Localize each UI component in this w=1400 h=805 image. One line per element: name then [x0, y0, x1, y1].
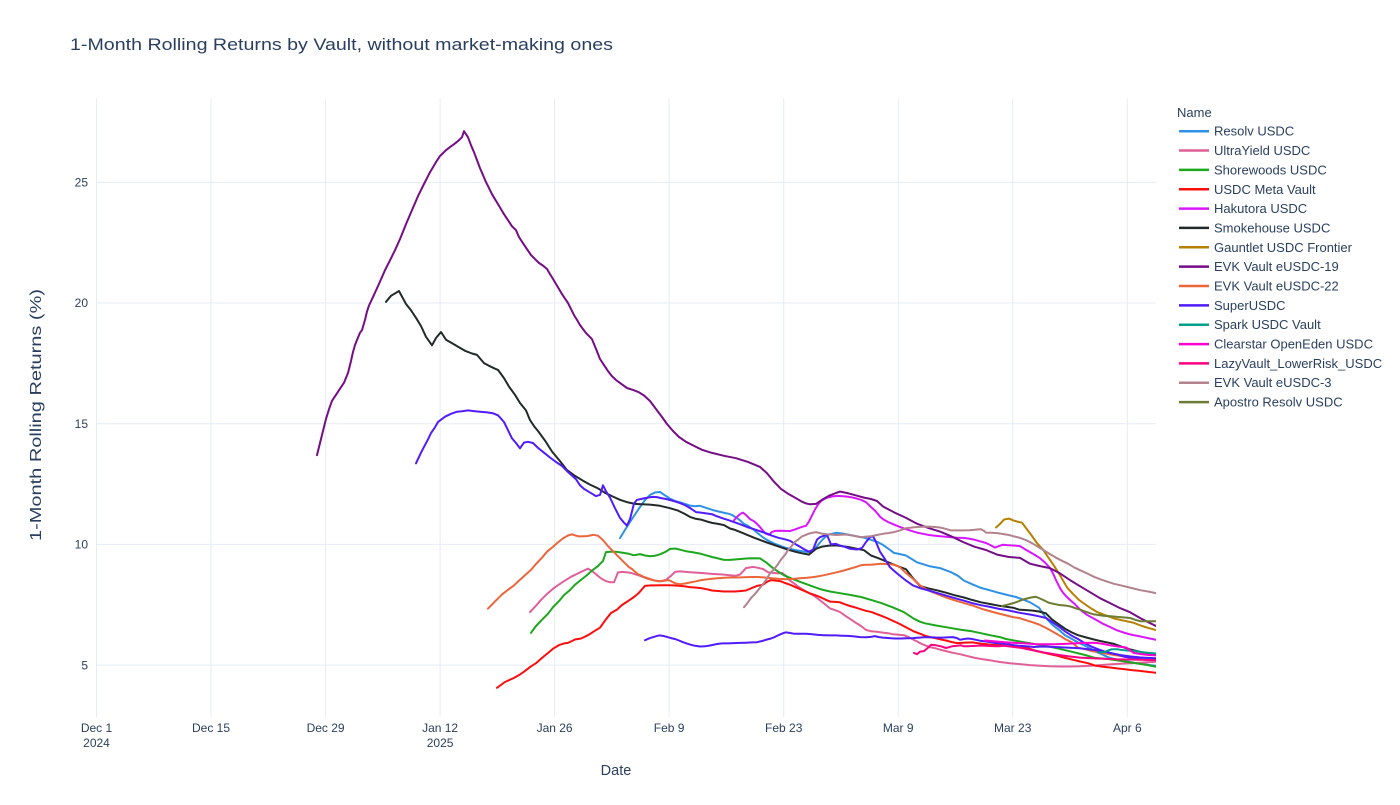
- svg-text:LazyVault_LowerRisk_USDC: LazyVault_LowerRisk_USDC: [1214, 356, 1382, 371]
- svg-text:Feb 9: Feb 9: [654, 721, 685, 735]
- svg-text:Feb 23: Feb 23: [765, 721, 803, 735]
- svg-text:Apr 6: Apr 6: [1113, 721, 1142, 735]
- svg-text:1-Month Rolling Returns (%): 1-Month Rolling Returns (%): [28, 289, 45, 541]
- svg-text:15: 15: [75, 417, 89, 431]
- svg-text:Smokehouse USDC: Smokehouse USDC: [1214, 220, 1330, 235]
- svg-text:Hakutora USDC: Hakutora USDC: [1214, 201, 1307, 216]
- svg-text:USDC Meta Vault: USDC Meta Vault: [1214, 182, 1316, 197]
- svg-text:EVK Vault eUSDC-3: EVK Vault eUSDC-3: [1214, 375, 1332, 390]
- svg-text:Mar 23: Mar 23: [994, 721, 1032, 735]
- svg-text:Spark USDC Vault: Spark USDC Vault: [1214, 317, 1321, 332]
- svg-text:Clearstar OpenEden USDC: Clearstar OpenEden USDC: [1214, 337, 1373, 352]
- svg-text:Shorewoods USDC: Shorewoods USDC: [1214, 162, 1327, 177]
- svg-text:1-Month Rolling Returns by Vau: 1-Month Rolling Returns by Vault, withou…: [70, 35, 613, 54]
- svg-text:2024: 2024: [83, 736, 110, 750]
- svg-text:Dec 15: Dec 15: [192, 721, 230, 735]
- svg-text:20: 20: [75, 296, 89, 310]
- svg-text:2025: 2025: [427, 736, 454, 750]
- svg-text:SuperUSDC: SuperUSDC: [1214, 298, 1286, 313]
- svg-text:Date: Date: [601, 763, 632, 779]
- svg-text:Jan 26: Jan 26: [537, 721, 573, 735]
- svg-text:EVK Vault eUSDC-22: EVK Vault eUSDC-22: [1214, 279, 1339, 294]
- svg-text:Jan 12: Jan 12: [422, 721, 458, 735]
- svg-text:UltraYield USDC: UltraYield USDC: [1214, 143, 1310, 158]
- svg-text:Dec 1: Dec 1: [81, 721, 113, 735]
- svg-text:Apostro Resolv USDC: Apostro Resolv USDC: [1214, 395, 1343, 410]
- svg-text:EVK Vault eUSDC-19: EVK Vault eUSDC-19: [1214, 259, 1339, 274]
- svg-text:Gauntlet USDC Frontier: Gauntlet USDC Frontier: [1214, 240, 1353, 255]
- svg-text:5: 5: [81, 658, 88, 672]
- svg-text:Mar 9: Mar 9: [883, 721, 914, 735]
- svg-text:Resolv USDC: Resolv USDC: [1214, 124, 1294, 139]
- svg-text:10: 10: [75, 538, 89, 552]
- svg-text:25: 25: [75, 176, 89, 190]
- svg-text:Name: Name: [1177, 105, 1212, 120]
- svg-text:Dec 29: Dec 29: [307, 721, 345, 735]
